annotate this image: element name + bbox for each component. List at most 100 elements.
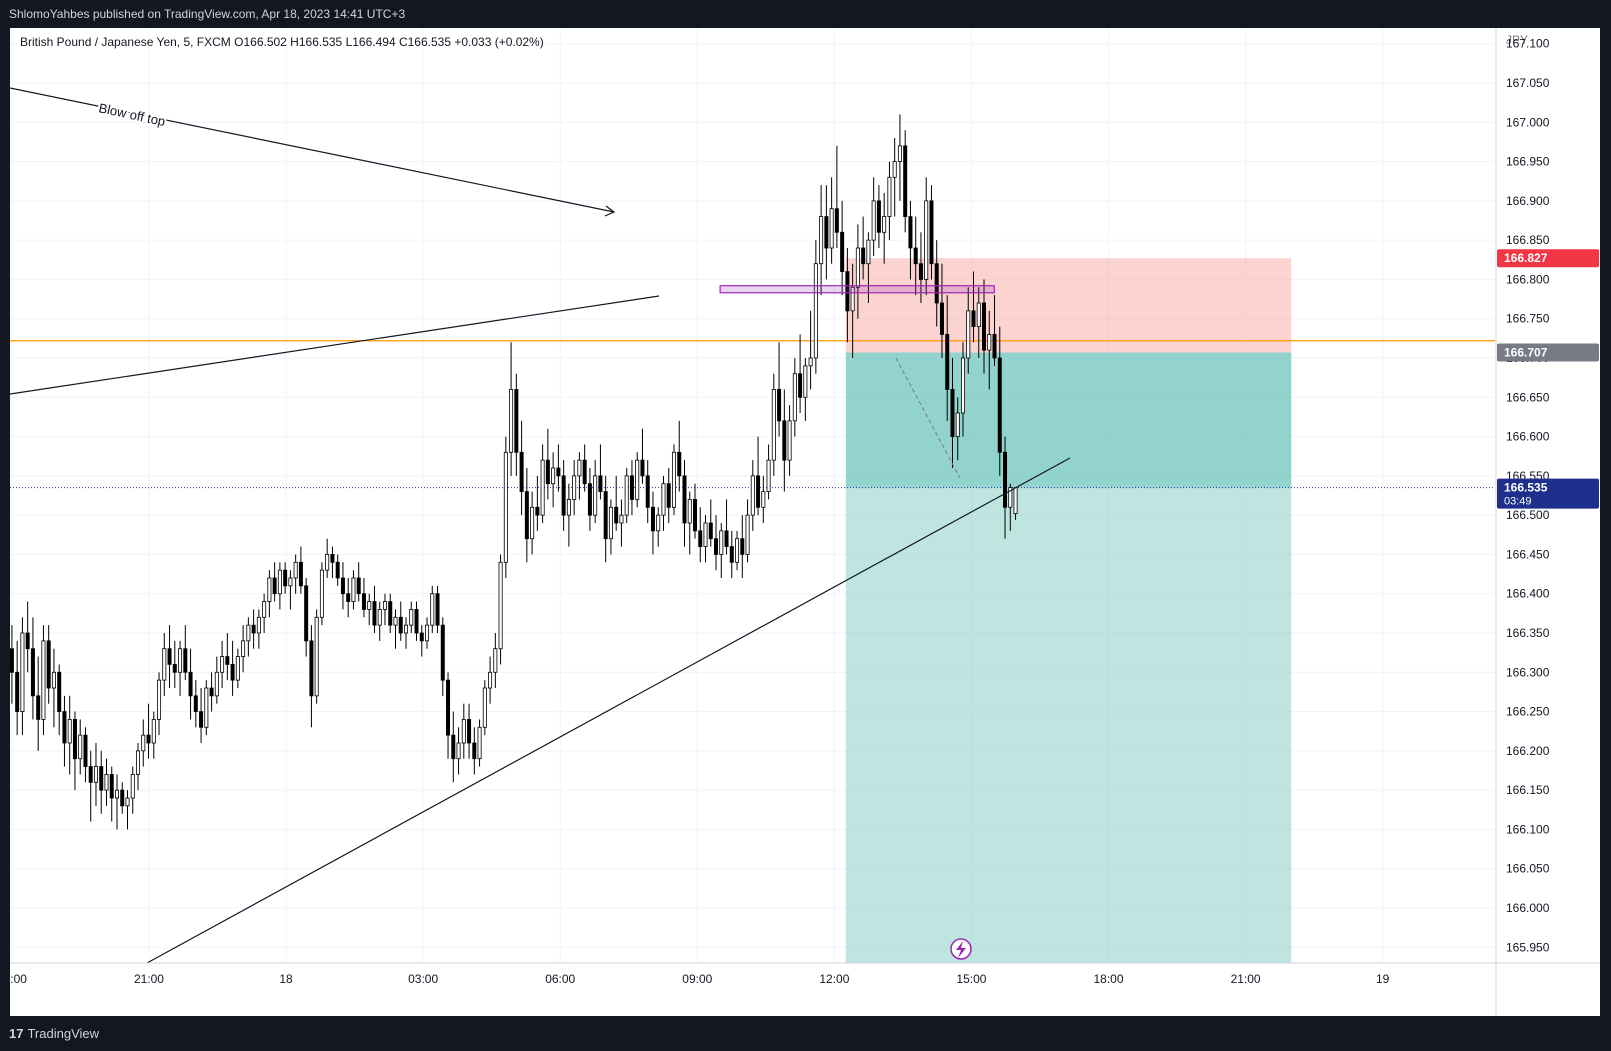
candle-body [756,475,761,508]
candle-body [15,671,20,712]
candle-body [572,475,577,500]
candle-body [855,247,860,288]
candle-body [735,538,740,563]
support-trendline[interactable] [146,457,1071,964]
candle-body [603,491,608,540]
price-tick-label: 166.100 [1506,822,1550,836]
candle-body [808,357,813,367]
candle-body [78,734,83,760]
candle-body [861,247,866,265]
candle-body [792,373,797,422]
blow-off-arrow-line[interactable] [10,87,615,213]
candle-body [703,522,708,547]
candle-body [882,216,887,233]
candle-body [840,231,845,272]
candle-body [472,742,477,760]
candle-body [813,263,818,359]
candle-body [451,734,456,760]
profit-zone[interactable] [845,487,1292,963]
countdown-label: 03:49 [1504,496,1532,508]
candle-body [393,616,398,626]
candle-body [761,491,766,508]
candle-body [62,711,67,744]
candle-body [545,459,550,485]
candle-body [304,585,309,642]
candle-body [340,577,345,595]
last-price-label: 166.535 [1504,481,1548,495]
candle-body [514,389,519,453]
candle-body [83,734,88,767]
candle-body [677,451,682,477]
candle-body [277,569,282,595]
candle-body [151,719,156,744]
candle-body [556,467,561,477]
candle-body [67,719,72,744]
candle-body [850,286,855,312]
price-tick-label: 166.600 [1506,430,1550,444]
entry-price-label-bg [1497,343,1599,362]
candle-body [966,310,971,359]
candle-body [298,561,303,587]
candle-body [614,506,619,524]
candle-body [960,357,965,414]
candle-body [167,648,172,665]
candle-body [330,554,335,563]
candle-body [976,302,981,327]
price-tick-label: 166.650 [1506,390,1550,404]
candle-body [162,648,167,681]
candle-body [272,577,277,595]
symbol-legend: British Pound / Japanese Yen, 5, FXCM O1… [18,34,546,50]
candle-body [72,719,77,760]
candle-body [36,695,41,720]
profit-zone-filled[interactable] [845,352,1292,488]
candle-body [740,538,745,555]
candle-body [493,648,498,673]
candle-body [671,451,676,508]
tradingview-mark-icon: 17 [9,1026,24,1041]
time-tick-label: 19 [1376,972,1390,986]
price-tick-label: 166.300 [1506,665,1550,679]
time-tick-label: 15:00 [956,972,986,986]
brand-name: TradingView [27,1026,100,1041]
upper-trendline[interactable] [10,295,660,395]
candle-body [225,656,230,665]
price-tick-label: 166.200 [1506,744,1550,758]
stop-loss-zone[interactable] [845,258,1292,353]
candle-body [624,475,629,516]
candle-body [587,483,592,516]
arrow-head-icon [604,205,616,217]
chart-area[interactable]: Blow off top JPY 167.100 167.050 167.000 166.… [10,28,1600,1016]
price-tick-label: 166.350 [1506,626,1550,640]
candle-body [30,648,35,697]
candle-body [530,506,535,540]
candle-body [629,475,634,500]
candle-body [377,609,382,626]
candle-body [351,577,356,602]
candle-body [435,593,440,626]
candle-body [183,648,188,673]
candle-body [41,640,46,720]
candle-body [992,334,997,359]
candle-body [467,719,472,744]
candle-body [241,640,246,657]
stop-price-label-bg [1497,249,1599,268]
candle-body [845,271,850,312]
candle-body [708,522,713,540]
price-tick-label: 166.400 [1506,587,1550,601]
tradingview-logo[interactable]: 17 TradingView [9,1026,99,1041]
candle-body [267,577,272,602]
candle-body [220,656,225,673]
candle-body [635,459,640,500]
price-tick-label: 166.800 [1506,272,1550,286]
candle-body [924,200,929,280]
candle-body [661,483,666,516]
candle-body [477,726,482,760]
candle-body [971,310,976,327]
candle-body [104,774,109,791]
footer-bar: 17 TradingView [0,1016,1611,1051]
range-box[interactable] [719,285,995,294]
candle-body [372,601,377,626]
time-tick-label: 06:00 [545,972,575,986]
lightning-glyph-icon [956,941,966,958]
